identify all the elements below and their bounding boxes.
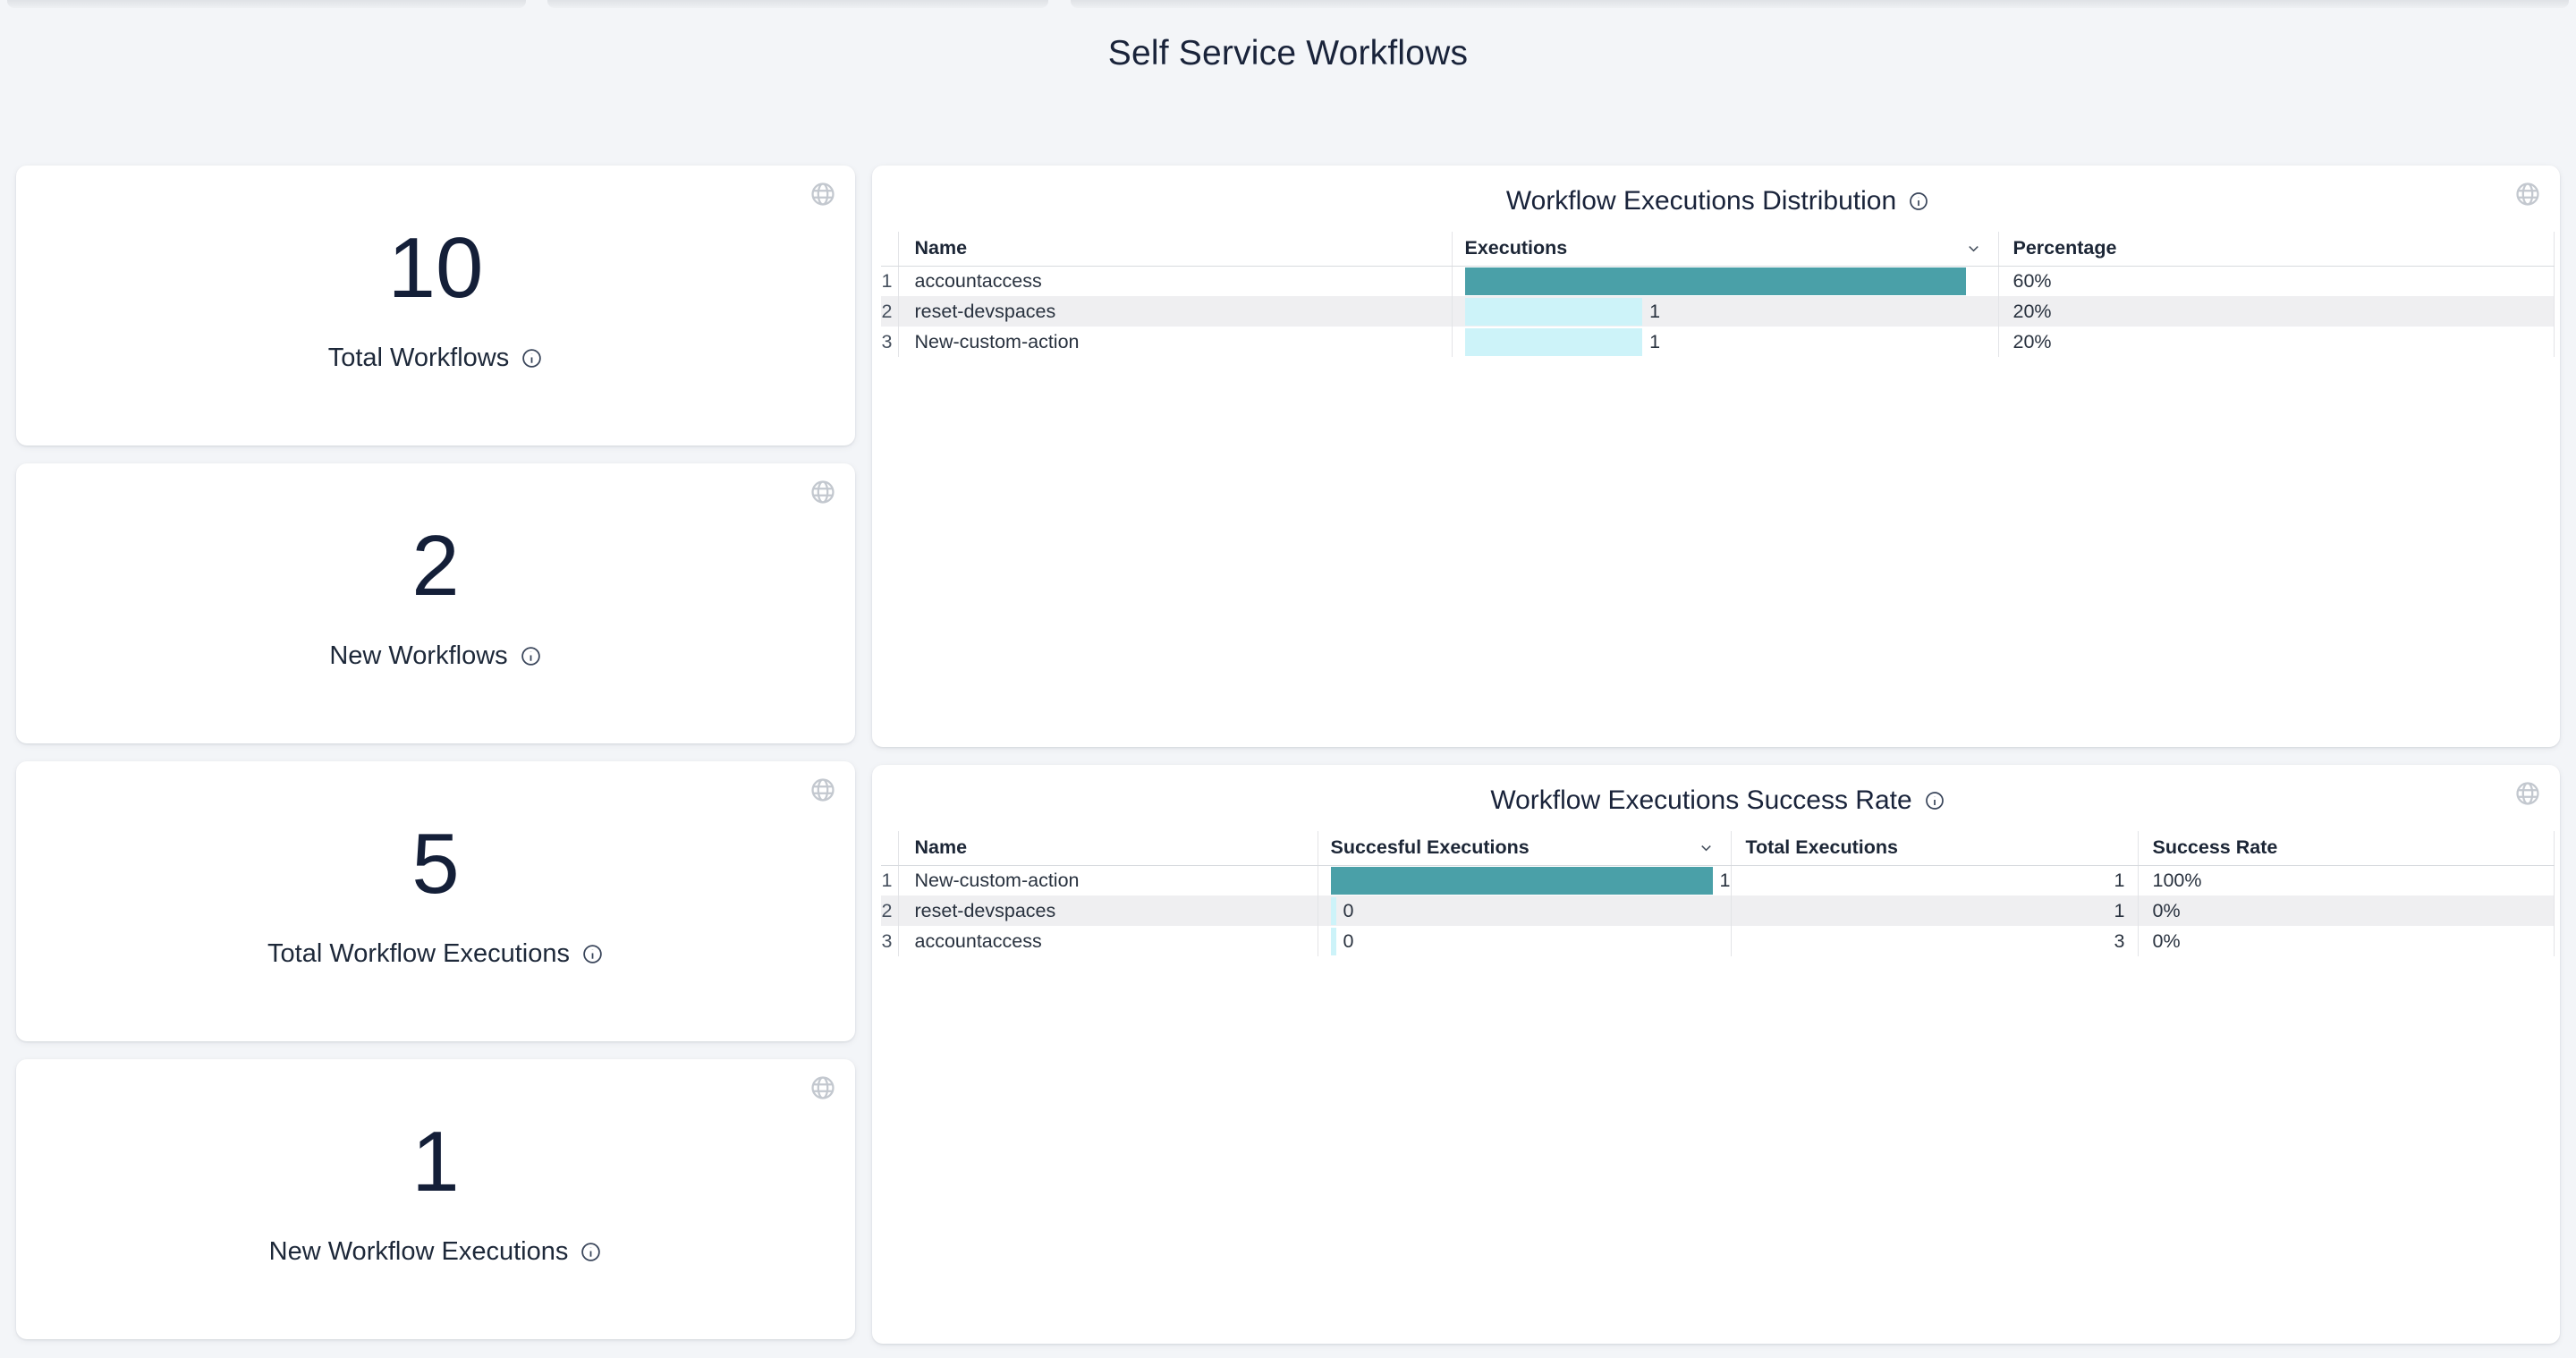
successful-executions-bar	[1330, 866, 1713, 895]
percentage-cell: 20%	[1997, 296, 2555, 327]
row-number: 1	[881, 269, 893, 292]
dashboard-layout: 10 Total Workflows 2 New Workflows	[16, 166, 2560, 1344]
bar-value-label: 1	[1649, 330, 1661, 352]
globe-icon[interactable]	[809, 478, 837, 506]
success-rate-cell: 0%	[2137, 895, 2555, 926]
stat-value: 2	[411, 518, 460, 614]
table-row: 2 reset-devspaces 0 1 0%	[881, 895, 2555, 926]
executions-bar	[1464, 297, 1643, 326]
workflow-executions-distribution-card: Workflow Executions Distribution Name	[872, 166, 2560, 747]
workflow-name-cell: New-custom-action	[897, 865, 1318, 895]
chevron-down-icon[interactable]	[1698, 839, 1715, 856]
card-title: Workflow Executions Distribution	[1505, 186, 1897, 216]
info-icon[interactable]	[1924, 790, 1945, 811]
globe-icon[interactable]	[2513, 180, 2542, 208]
info-icon[interactable]	[580, 1241, 602, 1263]
stat-value: 5	[411, 816, 460, 912]
percentage-cell: 60%	[1997, 266, 2555, 296]
stat-card-total-workflow-executions: 5 Total Workflow Executions	[16, 761, 855, 1041]
column-header-name[interactable]: Name	[897, 232, 1452, 267]
workflow-name-cell: reset-devspaces	[897, 895, 1318, 926]
table-row: 1 New-custom-action 1 1 100%	[881, 865, 2555, 895]
row-number-header	[881, 831, 898, 866]
row-number: 3	[881, 929, 893, 952]
info-icon[interactable]	[581, 943, 604, 965]
globe-icon[interactable]	[809, 1074, 837, 1102]
globe-icon[interactable]	[809, 180, 837, 208]
row-number: 2	[881, 899, 893, 921]
chevron-down-icon[interactable]	[1965, 240, 1982, 257]
successful-executions-bar	[1330, 927, 1336, 955]
table-row: 3 New-custom-action 1 20%	[881, 327, 2555, 357]
page-title: Self Service Workflows	[1107, 34, 1469, 72]
workflow-name-cell: accountaccess	[897, 266, 1452, 296]
row-number-header	[881, 232, 898, 267]
stat-label: Total Workflows	[327, 344, 510, 372]
stat-value: 10	[387, 220, 484, 316]
successful-executions-bar-cell: 0	[1317, 926, 1731, 956]
scrolled-card-edge	[1071, 0, 2569, 8]
table-row: 2 reset-devspaces 1 20%	[881, 296, 2555, 327]
stat-card-new-workflows: 2 New Workflows	[16, 463, 855, 743]
successful-executions-bar	[1330, 896, 1336, 925]
total-executions-cell: 1	[1730, 895, 2138, 926]
stat-value: 1	[411, 1114, 460, 1209]
executions-bar-cell: 1	[1451, 327, 1998, 357]
column-header-successful-executions[interactable]: Succesful Executions	[1317, 831, 1731, 866]
total-executions-cell: 1	[1730, 865, 2138, 895]
table-row: 1 accountaccess 60%	[881, 266, 2555, 296]
row-number: 3	[881, 330, 893, 352]
total-executions-cell: 3	[1730, 926, 2138, 956]
globe-icon[interactable]	[809, 776, 837, 804]
column-header-total-executions[interactable]: Total Executions	[1730, 831, 2138, 866]
card-title: Workflow Executions Success Rate	[1490, 785, 1912, 815]
row-number: 2	[881, 300, 893, 322]
column-header-success-rate[interactable]: Success Rate	[2137, 831, 2555, 866]
column-header-name[interactable]: Name	[897, 831, 1318, 866]
executions-bar-cell	[1451, 266, 1998, 296]
stat-card-new-workflow-executions: 1 New Workflow Executions	[16, 1059, 855, 1339]
successful-executions-bar-cell: 0	[1317, 895, 1731, 926]
workflow-name-cell: accountaccess	[897, 926, 1318, 956]
scrolled-card-edge	[547, 0, 1048, 8]
stat-label: Total Workflow Executions	[267, 939, 570, 968]
bar-value-label: 0	[1343, 899, 1354, 921]
distribution-table: Name Executions Percentage	[881, 232, 2555, 357]
globe-icon[interactable]	[2513, 779, 2542, 808]
success-rate-cell: 0%	[2137, 926, 2555, 956]
table-row: 3 accountaccess 0 3 0%	[881, 926, 2555, 956]
stat-label: New Workflows	[329, 641, 508, 670]
stat-card-total-workflows: 10 Total Workflows	[16, 166, 855, 446]
info-icon[interactable]	[520, 645, 542, 667]
workflow-executions-success-rate-card: Workflow Executions Success Rate Name	[872, 765, 2560, 1344]
column-header-executions[interactable]: Executions	[1451, 232, 1998, 267]
success-rate-table: Name Succesful Executions Total Executio…	[881, 831, 2555, 956]
stat-label: New Workflow Executions	[268, 1237, 569, 1266]
percentage-cell: 20%	[1997, 327, 2555, 357]
stat-column: 10 Total Workflows 2 New Workflows	[16, 166, 855, 1344]
workflow-name-cell: reset-devspaces	[897, 296, 1452, 327]
executions-bar	[1464, 327, 1643, 356]
table-column: Workflow Executions Distribution Name	[872, 166, 2560, 1344]
bar-value-label: 1	[1719, 869, 1731, 891]
column-header-percentage[interactable]: Percentage	[1997, 232, 2555, 267]
info-icon[interactable]	[521, 347, 543, 369]
bar-value-label: 0	[1343, 929, 1354, 952]
row-number: 1	[881, 869, 893, 891]
workflow-name-cell: New-custom-action	[897, 327, 1452, 357]
successful-executions-bar-cell: 1	[1317, 865, 1731, 895]
info-icon[interactable]	[1908, 191, 1929, 212]
executions-bar-cell: 1	[1451, 296, 1998, 327]
scrolled-card-edge	[7, 0, 526, 8]
success-rate-cell: 100%	[2137, 865, 2555, 895]
bar-value-label: 1	[1649, 300, 1661, 322]
executions-bar	[1464, 267, 1966, 295]
